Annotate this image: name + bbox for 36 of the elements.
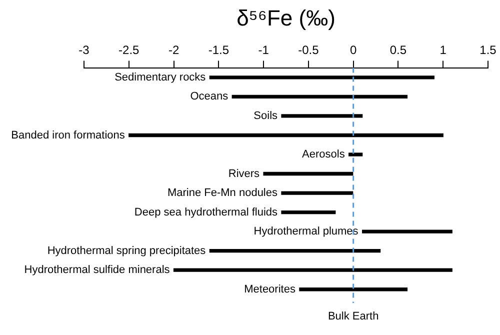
y-tick-label: Aerosols: [302, 148, 346, 161]
bar: [281, 210, 336, 214]
y-tick-label: Hydrothermal sulfide minerals: [24, 264, 170, 276]
y-tick-label: Oceans: [190, 90, 229, 103]
y-tick-label: Soils: [254, 110, 278, 122]
y-tick-label: Meteorites: [244, 283, 296, 296]
bar: [362, 230, 452, 234]
y-tick-label: Banded iron formations: [11, 129, 126, 142]
y-tick-label: Hydrothermal spring precipitates: [47, 244, 206, 257]
bar: [348, 152, 363, 156]
x-tick-label: -2.5: [118, 42, 140, 57]
x-tick-label: -0.5: [298, 42, 320, 57]
y-tick-label: Deep sea hydrothermal fluids: [134, 206, 278, 218]
x-tick-label: 1: [440, 42, 447, 57]
bar: [281, 191, 354, 195]
y-tick-label: Hydrothermal plumes: [254, 226, 359, 238]
bar: [263, 172, 354, 176]
y-tick-label: Rivers: [228, 168, 260, 180]
y-tick-label: Marine Fe-Mn nodules: [167, 187, 278, 200]
x-tick-label: -1: [258, 42, 270, 57]
bar: [232, 94, 408, 99]
x-tick-label: -1.5: [208, 42, 230, 57]
bar: [209, 76, 434, 80]
x-tick-label: 0: [350, 42, 357, 57]
chart-title: δ⁵⁶Fe (‰): [236, 5, 336, 30]
y-tick-label: Sedimentary rocks: [114, 71, 206, 84]
x-tick-label: 1.5: [480, 42, 497, 57]
x-tick-label: -3: [78, 42, 90, 57]
x-tick-label: 0.5: [390, 42, 407, 57]
bar: [281, 114, 363, 118]
bar: [128, 133, 444, 138]
x-tick-label: -2: [168, 42, 180, 57]
bar: [299, 288, 408, 292]
ref-line-label: Bulk Earth: [328, 310, 379, 323]
bar: [173, 268, 452, 272]
bar: [209, 249, 381, 253]
